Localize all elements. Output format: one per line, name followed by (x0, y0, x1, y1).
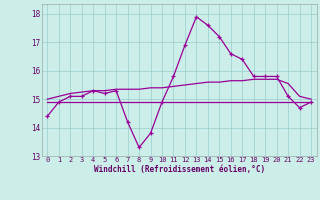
X-axis label: Windchill (Refroidissement éolien,°C): Windchill (Refroidissement éolien,°C) (94, 165, 265, 174)
